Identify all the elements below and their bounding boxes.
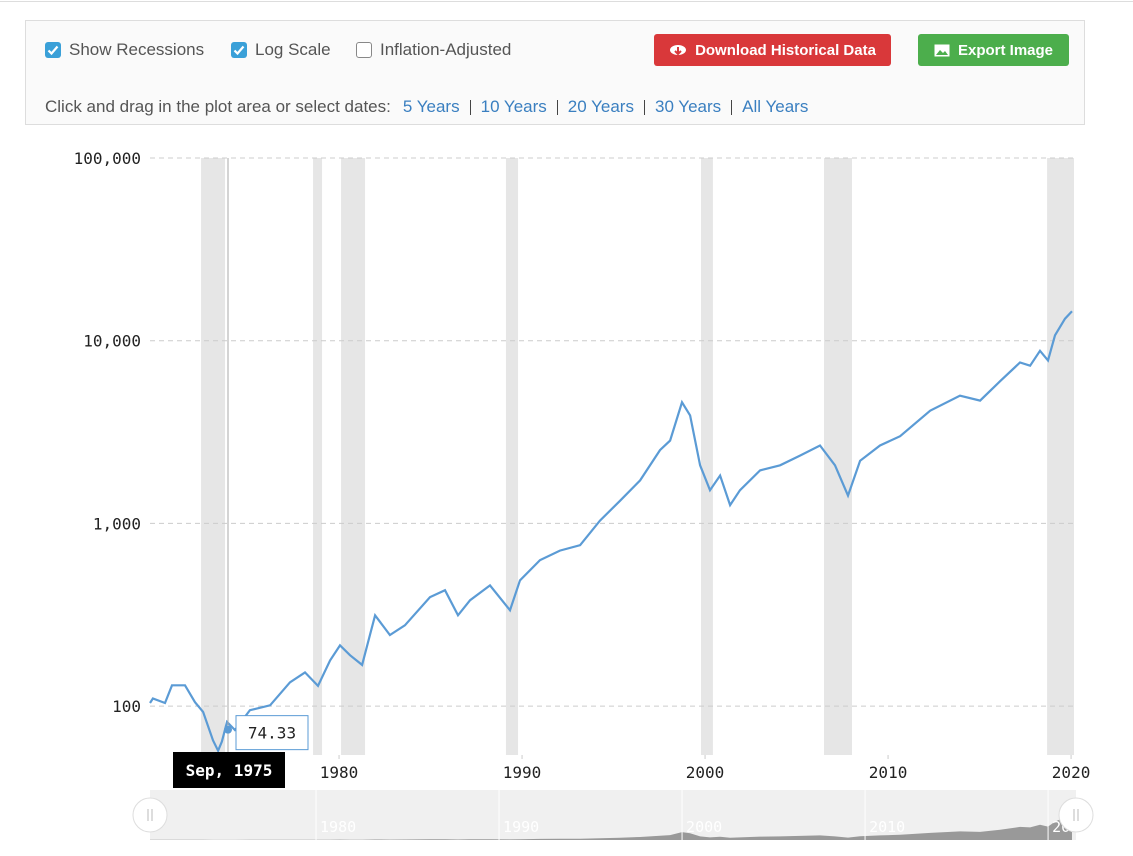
checkbox[interactable]: Log Scale	[231, 40, 331, 60]
chart[interactable]: 100 1,000 10,000 100,000 1980 1990 2000 2010 202…	[0, 126, 1133, 856]
navigator-handle[interactable]	[132, 797, 168, 833]
date-box	[173, 752, 285, 788]
separator	[731, 99, 733, 115]
button-label[interactable]: Export Image	[957, 41, 1054, 59]
button-label[interactable]: Download Historical Data	[695, 41, 876, 59]
tooltip-value: 74.33	[248, 724, 296, 743]
check-mark	[47, 45, 59, 56]
recession-band	[1047, 158, 1074, 755]
navigator-label: 1980	[320, 818, 356, 836]
separator	[643, 99, 645, 115]
separator	[469, 99, 471, 115]
checkbox-box[interactable]	[356, 42, 372, 58]
tooltip-box	[235, 715, 309, 751]
range-link[interactable]: 5 Years	[402, 97, 460, 116]
recession-band	[313, 158, 323, 755]
checkbox-label[interactable]: Show Recessions	[69, 40, 205, 59]
checkbox[interactable]: Show Recessions	[45, 40, 204, 60]
range-prompt: Click and drag in the plot area or selec…	[45, 97, 391, 116]
checkbox[interactable]: Inflation-Adjusted	[356, 40, 511, 60]
navigator-label: 1990	[503, 818, 539, 836]
range-link[interactable]: 20 Years	[567, 97, 634, 116]
check-mark	[233, 45, 245, 56]
y-tick-label: 10,000	[83, 332, 141, 351]
divider	[0, 1, 1133, 2]
y-tick-label: 100	[112, 697, 141, 716]
cloud-icon	[670, 45, 687, 56]
export-button[interactable]: Export Image	[918, 34, 1069, 66]
checkbox-label[interactable]: Log Scale	[255, 40, 331, 59]
recession-band	[201, 158, 226, 755]
navigator-bg	[150, 790, 1076, 840]
tooltip-date: Sep, 1975	[186, 761, 273, 780]
navigator-label: 2000	[686, 818, 722, 836]
y-tick-label: 100,000	[74, 149, 141, 168]
navigator-area	[150, 815, 1072, 840]
separator	[556, 99, 558, 115]
x-tick-label: 2020	[1052, 763, 1091, 782]
x-tick-label: 2000	[686, 763, 725, 782]
recession-band	[701, 158, 713, 755]
checkbox-box[interactable]	[45, 42, 61, 58]
x-tick-label: 1980	[320, 763, 359, 782]
recession-band	[341, 158, 366, 755]
y-tick-label: 1,000	[93, 514, 141, 533]
image-icon	[934, 44, 950, 56]
range-link[interactable]: 10 Years	[480, 97, 547, 116]
range-link[interactable]: All Years	[742, 97, 809, 116]
x-tick-label: 1990	[503, 763, 542, 782]
navigator-label: 2010	[869, 818, 905, 836]
checkbox-box[interactable]	[231, 42, 247, 58]
download-button[interactable]: Download Historical Data	[654, 34, 891, 66]
range-link[interactable]: 30 Years	[654, 97, 722, 116]
hover-marker	[224, 725, 232, 734]
navigator-handle[interactable]	[1058, 797, 1094, 833]
checkbox-label[interactable]: Inflation-Adjusted	[380, 40, 512, 59]
control-panel: Show Recessions Log Scale Inflation-Adju…	[25, 20, 1085, 125]
price-line	[149, 310, 1073, 754]
range-selector: Click and drag in the plot area or selec…	[45, 97, 818, 117]
recession-band	[505, 158, 519, 755]
x-tick-label: 2010	[869, 763, 908, 782]
